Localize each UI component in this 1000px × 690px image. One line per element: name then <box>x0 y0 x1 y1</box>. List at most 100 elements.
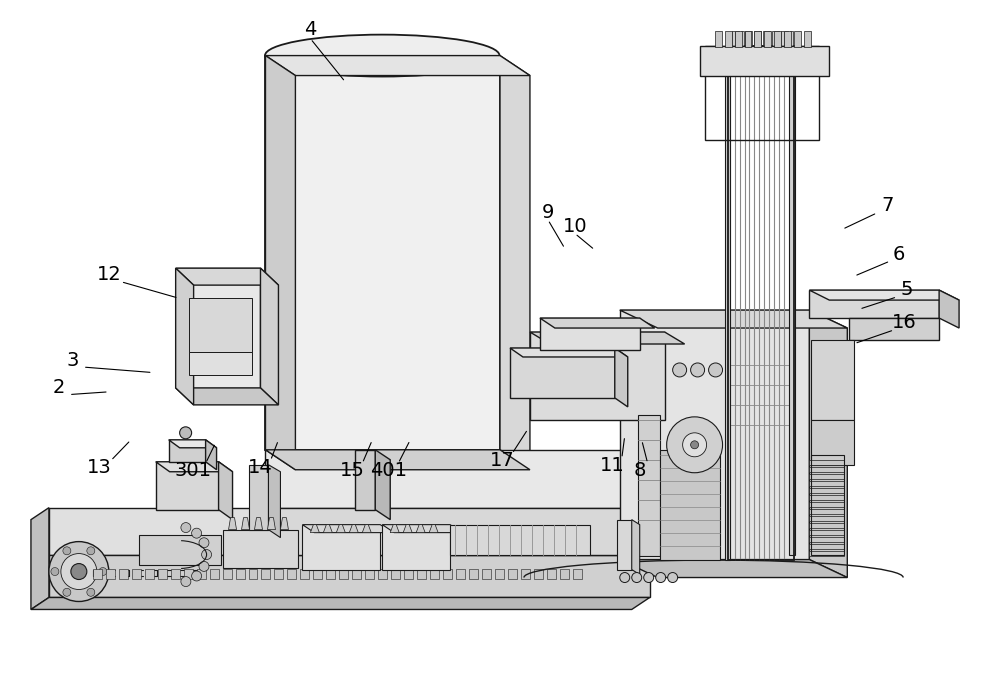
Polygon shape <box>404 569 413 578</box>
Polygon shape <box>456 569 465 578</box>
Polygon shape <box>781 30 784 47</box>
Polygon shape <box>169 440 206 462</box>
Polygon shape <box>429 524 438 533</box>
Polygon shape <box>268 465 280 538</box>
Polygon shape <box>774 30 781 47</box>
Polygon shape <box>809 488 844 493</box>
Polygon shape <box>809 537 844 542</box>
Text: 15: 15 <box>340 461 365 480</box>
Polygon shape <box>49 555 650 598</box>
Polygon shape <box>660 450 720 560</box>
Polygon shape <box>809 310 847 578</box>
Polygon shape <box>809 509 844 513</box>
Polygon shape <box>261 569 270 578</box>
Polygon shape <box>352 569 361 578</box>
Circle shape <box>49 542 109 602</box>
Polygon shape <box>378 569 387 578</box>
Polygon shape <box>355 450 375 510</box>
Polygon shape <box>763 30 766 47</box>
Text: 16: 16 <box>892 313 917 333</box>
Polygon shape <box>811 420 854 465</box>
Polygon shape <box>632 520 640 575</box>
Polygon shape <box>495 569 504 578</box>
Text: 12: 12 <box>96 265 121 284</box>
Polygon shape <box>267 518 275 530</box>
Polygon shape <box>745 30 751 47</box>
Polygon shape <box>223 569 232 578</box>
Circle shape <box>192 571 202 581</box>
Circle shape <box>709 363 723 377</box>
Polygon shape <box>156 462 219 510</box>
Circle shape <box>620 573 630 582</box>
Polygon shape <box>156 462 233 472</box>
Polygon shape <box>809 515 844 521</box>
Polygon shape <box>809 460 844 465</box>
Circle shape <box>71 564 87 580</box>
Polygon shape <box>49 508 650 555</box>
Polygon shape <box>229 518 237 530</box>
Polygon shape <box>804 30 811 47</box>
Text: 5: 5 <box>901 280 913 299</box>
Polygon shape <box>145 569 154 578</box>
Polygon shape <box>339 569 348 578</box>
Polygon shape <box>336 524 345 533</box>
Circle shape <box>668 573 678 582</box>
Polygon shape <box>560 569 569 578</box>
Text: 2: 2 <box>53 378 65 397</box>
Polygon shape <box>390 524 399 533</box>
Polygon shape <box>430 569 439 578</box>
Polygon shape <box>809 522 844 528</box>
Text: 9: 9 <box>542 204 554 222</box>
Circle shape <box>644 573 654 582</box>
Polygon shape <box>809 530 844 535</box>
Polygon shape <box>119 569 128 578</box>
Polygon shape <box>176 268 194 405</box>
Circle shape <box>63 546 71 555</box>
Circle shape <box>99 568 107 575</box>
Polygon shape <box>741 30 744 47</box>
Polygon shape <box>500 56 530 470</box>
Polygon shape <box>521 569 530 578</box>
Text: 401: 401 <box>370 461 407 480</box>
Polygon shape <box>776 30 779 47</box>
Polygon shape <box>794 30 801 47</box>
Polygon shape <box>510 348 615 398</box>
Polygon shape <box>416 524 425 533</box>
Polygon shape <box>939 290 959 328</box>
Polygon shape <box>809 544 844 549</box>
Polygon shape <box>638 415 660 555</box>
Ellipse shape <box>265 34 500 77</box>
Polygon shape <box>547 569 556 578</box>
Polygon shape <box>93 569 102 578</box>
Polygon shape <box>510 348 628 357</box>
Circle shape <box>199 562 209 571</box>
Polygon shape <box>382 524 450 569</box>
Polygon shape <box>31 508 49 609</box>
Polygon shape <box>809 481 844 486</box>
Polygon shape <box>265 450 530 470</box>
Polygon shape <box>362 524 371 533</box>
Polygon shape <box>300 569 309 578</box>
Polygon shape <box>764 30 771 47</box>
Polygon shape <box>785 30 788 47</box>
Polygon shape <box>735 30 742 47</box>
Text: 13: 13 <box>86 458 111 477</box>
Polygon shape <box>725 30 732 47</box>
Text: 8: 8 <box>634 461 646 480</box>
Polygon shape <box>365 569 374 578</box>
Polygon shape <box>530 332 685 344</box>
Polygon shape <box>375 450 390 520</box>
Polygon shape <box>754 30 757 47</box>
Polygon shape <box>176 268 278 285</box>
Polygon shape <box>31 598 650 609</box>
Polygon shape <box>310 524 319 533</box>
Polygon shape <box>210 569 219 578</box>
Text: 7: 7 <box>881 197 893 215</box>
Circle shape <box>656 573 666 582</box>
Polygon shape <box>219 462 233 520</box>
Polygon shape <box>254 518 262 530</box>
Text: 301: 301 <box>174 461 211 480</box>
Polygon shape <box>811 340 854 420</box>
Polygon shape <box>349 524 358 533</box>
Polygon shape <box>197 569 206 578</box>
